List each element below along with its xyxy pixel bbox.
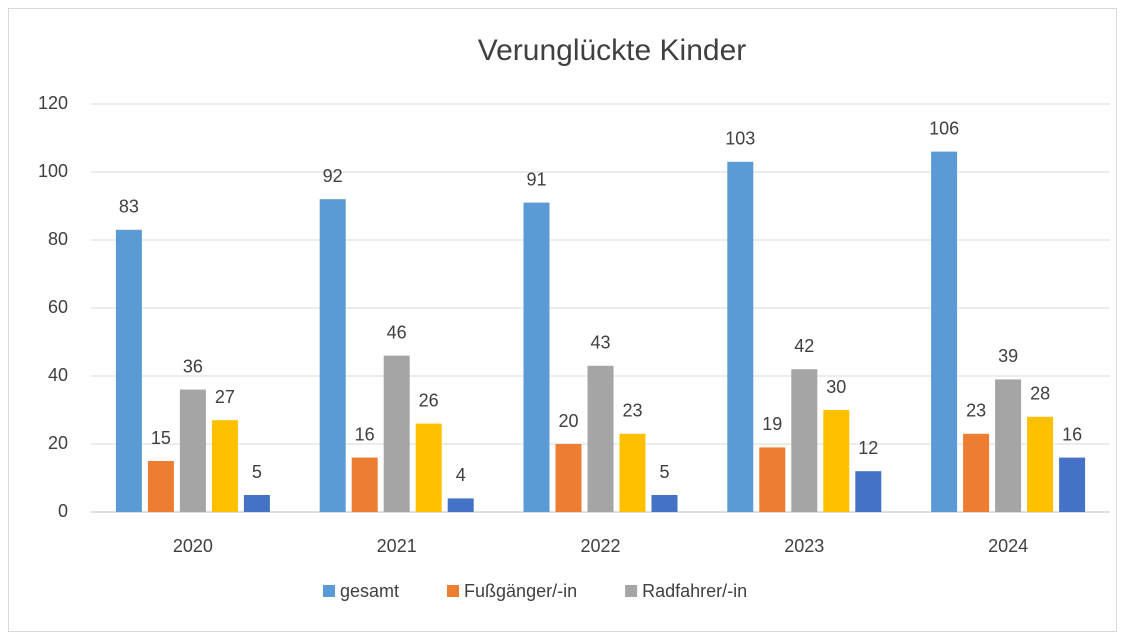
bar: [727, 161, 754, 513]
data-label: 30: [826, 377, 846, 397]
y-tick-label: 60: [48, 297, 68, 317]
bar: [211, 420, 238, 512]
bar: [1059, 457, 1086, 512]
data-label: 103: [725, 129, 755, 149]
y-tick-label: 0: [58, 501, 68, 521]
legend-label: Radfahrer/-in: [642, 581, 747, 601]
data-label: 5: [252, 462, 262, 482]
bar: [383, 355, 410, 512]
data-label: 5: [659, 462, 669, 482]
x-tick-label: 2022: [580, 536, 620, 556]
y-tick-label: 100: [38, 161, 68, 181]
bar: [319, 199, 346, 512]
data-label: 27: [215, 387, 235, 407]
data-label: 39: [998, 346, 1018, 366]
legend-swatch: [625, 585, 638, 597]
bar: [555, 444, 582, 512]
data-label: 91: [526, 169, 546, 189]
bar: [415, 423, 442, 512]
bar: [587, 365, 614, 512]
data-label: 26: [419, 390, 439, 410]
data-label: 106: [929, 118, 959, 138]
data-label: 92: [323, 166, 343, 186]
data-label: 23: [622, 401, 642, 421]
data-label: 83: [119, 197, 139, 217]
data-label: 15: [151, 428, 171, 448]
data-label: 16: [1062, 424, 1082, 444]
data-label: 46: [387, 322, 407, 342]
data-label: 12: [858, 438, 878, 458]
bar: [179, 389, 206, 512]
x-tick-label: 2020: [173, 536, 213, 556]
y-tick-label: 20: [48, 433, 68, 453]
data-label: 4: [456, 465, 466, 485]
legend-label: Fußgänger/-in: [464, 581, 577, 601]
bar: [995, 379, 1022, 512]
bar: [447, 498, 474, 512]
data-label: 19: [762, 414, 782, 434]
bar: [823, 410, 850, 512]
y-tick-label: 40: [48, 365, 68, 385]
chart-title: Verunglückte Kinder: [478, 34, 747, 67]
data-label: 28: [1030, 384, 1050, 404]
y-tick-label: 120: [38, 93, 68, 113]
x-tick-label: 2023: [784, 536, 824, 556]
bar: [651, 495, 678, 512]
x-tick-label: 2021: [377, 536, 417, 556]
data-label: 16: [355, 424, 375, 444]
data-label: 20: [558, 411, 578, 431]
data-label: 43: [590, 333, 610, 353]
bar: [759, 447, 786, 512]
legend-label: gesamt: [340, 581, 399, 601]
bar: [523, 202, 550, 512]
data-label: 36: [183, 356, 203, 376]
legend-swatch: [447, 585, 460, 597]
y-tick-label: 80: [48, 229, 68, 249]
bar: [243, 495, 270, 512]
bar: [791, 369, 818, 512]
bar: [963, 433, 990, 512]
x-tick-label: 2024: [988, 536, 1028, 556]
data-label: 42: [794, 336, 814, 356]
bar: [115, 229, 142, 513]
legend-swatch: [323, 585, 335, 597]
bar: [855, 471, 882, 512]
bar: [351, 457, 378, 512]
bar: [1027, 416, 1054, 512]
bar: [147, 461, 174, 512]
bar: [619, 433, 646, 512]
data-label: 23: [966, 401, 986, 421]
bar: [931, 151, 958, 512]
